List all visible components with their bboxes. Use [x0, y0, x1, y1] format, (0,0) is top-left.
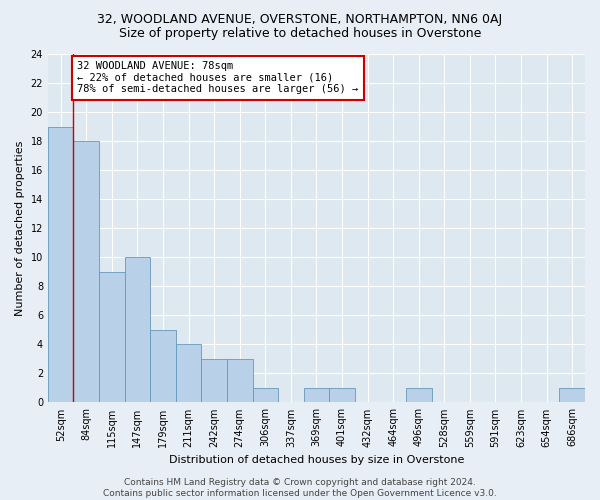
Bar [48, 126, 73, 402]
Bar [99, 272, 125, 402]
Text: 32, WOODLAND AVENUE, OVERSTONE, NORTHAMPTON, NN6 0AJ: 32, WOODLAND AVENUE, OVERSTONE, NORTHAMP… [97, 12, 503, 26]
Bar [176, 344, 202, 403]
Bar [559, 388, 585, 402]
Bar [73, 141, 99, 403]
Text: Size of property relative to detached houses in Overstone: Size of property relative to detached ho… [119, 28, 481, 40]
Bar [253, 388, 278, 402]
Bar [227, 359, 253, 403]
Bar [329, 388, 355, 402]
Bar [406, 388, 431, 402]
Bar [202, 359, 227, 403]
Bar [125, 258, 150, 402]
Text: Contains HM Land Registry data © Crown copyright and database right 2024.
Contai: Contains HM Land Registry data © Crown c… [103, 478, 497, 498]
Text: 32 WOODLAND AVENUE: 78sqm
← 22% of detached houses are smaller (16)
78% of semi-: 32 WOODLAND AVENUE: 78sqm ← 22% of detac… [77, 62, 359, 94]
Bar [150, 330, 176, 402]
Y-axis label: Number of detached properties: Number of detached properties [15, 140, 25, 316]
Bar [304, 388, 329, 402]
X-axis label: Distribution of detached houses by size in Overstone: Distribution of detached houses by size … [169, 455, 464, 465]
